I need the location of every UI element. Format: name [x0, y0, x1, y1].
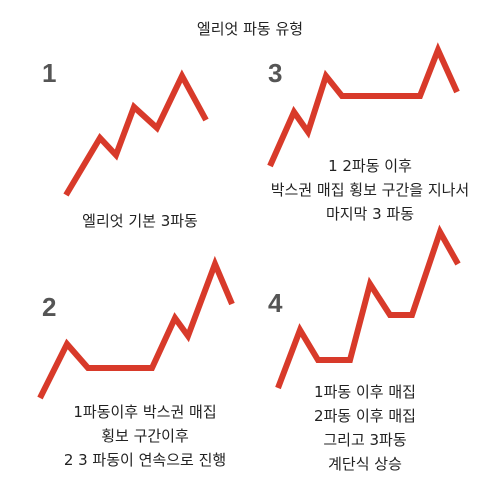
panel-number-2: 2: [42, 292, 57, 322]
caption-line: 2파동 이후 매집: [314, 407, 416, 425]
caption-line: 엘리엇 기본 3파동: [82, 212, 198, 230]
panel-number-1: 1: [42, 58, 57, 88]
caption-line: 횡보 구간이후: [101, 427, 189, 445]
diagram-title: 엘리엇 파동 유형: [196, 20, 304, 38]
panel-caption-1: 엘리엇 기본 3파동: [40, 209, 240, 233]
caption-line: 그리고 3파동: [323, 431, 407, 449]
caption-line: 2 3 파동이 연속으로 진행: [63, 451, 227, 469]
caption-line: 계단식 상승: [328, 455, 402, 473]
caption-line: 박스권 매집 횡보 구간을 지나서: [270, 181, 470, 199]
panel-number-3: 3: [268, 58, 283, 88]
caption-line: 1파동이후 박스권 매집: [73, 403, 217, 421]
panel-caption-2: 1파동이후 박스권 매집 횡보 구간이후 2 3 파동이 연속으로 진행: [30, 400, 260, 472]
caption-line: 마지막 3 파동: [325, 205, 415, 223]
caption-line: 1 2파동 이후: [328, 157, 412, 175]
panel-caption-3: 1 2파동 이후 박스권 매집 횡보 구간을 지나서 마지막 3 파동: [240, 154, 500, 226]
wave-line-1: [63, 69, 209, 197]
wave-line-3: [267, 42, 460, 168]
panel-number-4: 4: [268, 288, 283, 318]
wave-line-4: [275, 224, 461, 390]
panel-caption-4: 1파동 이후 매집 2파동 이후 매집 그리고 3파동 계단식 상승: [290, 380, 440, 476]
wave-line-2: [37, 255, 235, 400]
caption-line: 1파동 이후 매집: [314, 383, 416, 401]
